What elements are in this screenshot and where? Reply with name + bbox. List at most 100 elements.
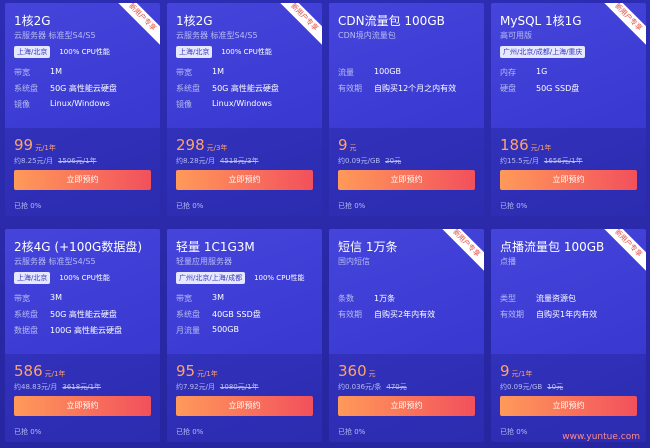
reserve-button[interactable]: 立即预约 [500,170,637,190]
spec-value: 50G 高性能云硬盘 [212,84,279,93]
price-unit: 元/1年 [35,144,56,152]
spec-label: 带宽 [14,68,30,77]
spec-value: 自购买2年内有效 [374,310,436,319]
spec-label: 带宽 [176,294,192,303]
card-title: 短信 1万条 [338,240,398,254]
spec-label: 系统盘 [176,84,200,93]
spec-value: 50G SSD盘 [536,84,580,93]
tag: 上海/北京 [14,46,51,58]
spec-label: 有效期 [338,310,362,319]
monthly-price: 约8.25元/月 [14,157,53,165]
spec-label: 系统盘 [176,310,200,319]
reserve-button[interactable]: 立即预约 [14,170,151,190]
spec-label: 条数 [338,294,354,303]
card-title: 1核2G [14,14,51,28]
card-subtitle: 点播 [500,257,516,266]
monthly-price: 约0.09元/GB [500,383,543,391]
price: 95 [176,362,196,380]
tag: 广州/北京/成都/上海/重庆 [500,46,586,58]
sold-percent: 已抢 0% [500,428,528,436]
price: 586 [14,362,43,380]
price-unit: 元/3年 [206,144,228,152]
spec-label: 带宽 [14,294,30,303]
monthly-price: 约0.09元/GB [338,157,381,165]
sold-percent: 已抢 0% [338,202,366,210]
monthly-price: 约48.83元/月 [14,383,58,391]
product-card: 轻量 1C1G3M 轻量应用服务器 广州/北京/上海/成都 100% CPU性能 带宽 3… [167,229,322,442]
reserve-button[interactable]: 立即预约 [14,396,151,416]
original-price: 1656元/1年 [543,157,583,165]
monthly-price: 约0.036元/条 [338,383,382,391]
card-subtitle: 云服务器 标准型S4/S5 [176,31,258,40]
card-title: 1核2G [176,14,213,28]
spec-label: 数据盘 [14,326,38,335]
original-price: 3618元/1年 [62,383,102,391]
original-price: 470元 [386,383,407,391]
spec-value: 自购买12个月之内有效 [374,84,457,93]
watermark: www.yuntue.com [562,432,640,442]
monthly-price: 约8.28元/月 [176,157,215,165]
product-card: MySQL 1核1G 高可用版 新用户专享 广州/北京/成都/上海/重庆 内存 1G 硬盘 5… [491,3,646,216]
card-subtitle: 高可用版 [500,31,532,40]
sold-percent: 已抢 0% [338,428,366,436]
new-user-ribbon: 新用户专享 [595,3,646,51]
spec-value: 50G 高性能云硬盘 [50,84,117,93]
tag: 100% CPU性能 [59,48,110,56]
card-subtitle: 国内短信 [338,257,370,266]
spec-value: 1万条 [374,294,396,303]
original-price: 10元 [547,383,564,391]
price: 360 [338,362,367,380]
spec-value: 100GB [374,67,401,76]
spec-value: 100G 高性能云硬盘 [50,326,123,335]
product-card: CDN流量包 100GB CDN境内流量包 流量 100GB 有效期 自购买12个月之内有… [329,3,484,216]
card-title: CDN流量包 100GB [338,14,445,28]
product-card: 2核4G (+100G数据盘) 云服务器 标准型S4/S5 上海/北京 100% CP… [5,229,160,442]
sold-percent: 已抢 0% [14,428,42,436]
spec-label: 系统盘 [14,310,38,319]
new-user-ribbon: 新用户专享 [271,3,322,51]
spec-label: 带宽 [176,68,192,77]
tag: 100% CPU性能 [59,274,110,282]
spec-label: 镜像 [176,100,192,109]
spec-value: 1M [212,67,224,76]
reserve-button[interactable]: 立即预约 [338,396,475,416]
product-card: 1核2G 云服务器 标准型S4/S5 新用户专享上海/北京 100% CPU性能带宽 1… [5,3,160,216]
card-subtitle: 云服务器 标准型S4/S5 [14,31,96,40]
card-subtitle: 轻量应用服务器 [176,257,232,266]
product-card: 1核2G 云服务器 标准型S4/S5 新用户专享上海/北京 100% CPU性能带宽 1… [167,3,322,216]
card-title: MySQL 1核1G [500,14,582,28]
tag: 上海/北京 [176,46,213,58]
spec-label: 镜像 [14,100,30,109]
card-title: 轻量 1C1G3M [176,240,255,254]
sold-percent: 已抢 0% [176,428,204,436]
spec-value: 3M [50,293,62,302]
monthly-price: 约7.92元/月 [176,383,215,391]
reserve-button[interactable]: 立即预约 [176,170,313,190]
reserve-button[interactable]: 立即预约 [176,396,313,416]
price: 186 [500,136,529,154]
spec-label: 硬盘 [500,84,516,93]
price-unit: 元/1年 [530,144,552,152]
spec-value: 40GB SSD盘 [212,310,261,319]
product-card: 短信 1万条国内短信 新用户专享条数 1万条有效期 自购买2年内有效 360 元约0.03… [329,229,484,442]
reserve-button[interactable]: 立即预约 [500,396,637,416]
price-unit: 元 [368,370,376,378]
new-user-ribbon: 新用户专享 [433,229,484,277]
tag: 100% CPU性能 [254,274,305,282]
new-user-ribbon: 新用户专享 [109,3,160,51]
price: 298 [176,136,205,154]
price: 9 [500,362,510,380]
original-price: 1080元/1年 [219,383,259,391]
original-price: 1506元/1年 [57,157,97,165]
spec-value: 流量资源包 [536,294,576,303]
original-price: 4518元/3年 [219,157,259,165]
price-unit: 元/1年 [44,370,66,378]
reserve-button[interactable]: 立即预约 [338,170,475,190]
tag: 100% CPU性能 [221,48,272,56]
sold-percent: 已抢 0% [14,202,42,210]
tag: 上海/北京 [14,272,51,284]
spec-label: 类型 [500,294,516,303]
price: 9 [338,136,348,154]
card-subtitle: 云服务器 标准型S4/S5 [14,257,96,266]
